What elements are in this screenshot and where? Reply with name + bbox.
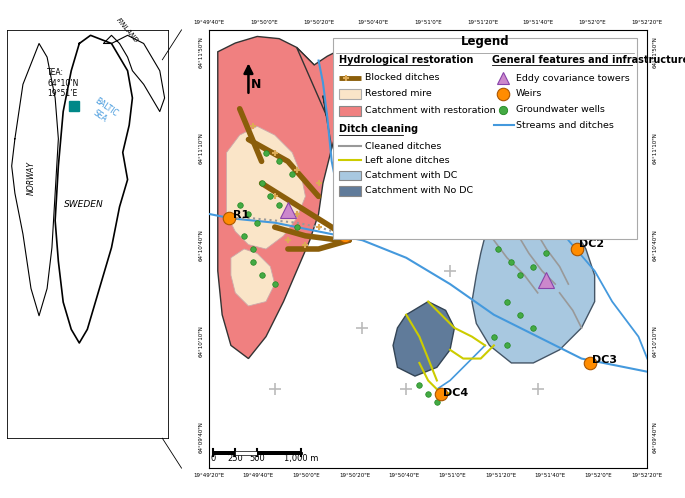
Bar: [339, 106, 361, 116]
Text: Catchment with DC: Catchment with DC: [366, 171, 458, 180]
Text: 19°51'20"E: 19°51'20"E: [467, 19, 499, 24]
Text: 19°49'20"E: 19°49'20"E: [193, 474, 225, 479]
Text: 19°50'20"E: 19°50'20"E: [340, 474, 371, 479]
Polygon shape: [55, 35, 132, 343]
Text: Streams and ditches: Streams and ditches: [516, 121, 614, 130]
Bar: [257, 451, 301, 455]
FancyBboxPatch shape: [333, 38, 637, 239]
Text: DC4: DC4: [443, 388, 469, 398]
Text: 19°50'0"E: 19°50'0"E: [292, 474, 320, 479]
Text: 19°51'0"E: 19°51'0"E: [438, 474, 466, 479]
Text: Hydrological restoration: Hydrological restoration: [339, 55, 473, 65]
Polygon shape: [393, 302, 454, 376]
Text: 19°52'20"E: 19°52'20"E: [632, 474, 663, 479]
Polygon shape: [297, 47, 353, 148]
Text: FINLAND: FINLAND: [116, 17, 140, 44]
Text: Restored mire: Restored mire: [366, 90, 432, 99]
Text: 1,000 m: 1,000 m: [284, 454, 319, 463]
Polygon shape: [227, 126, 306, 249]
Bar: [339, 90, 361, 99]
Text: 19°49'40"E: 19°49'40"E: [193, 19, 225, 24]
Text: DC1: DC1: [553, 204, 578, 214]
Text: 19°52'0"E: 19°52'0"E: [585, 474, 612, 479]
Text: Eddy covariance towers: Eddy covariance towers: [516, 74, 630, 83]
Text: 19°50'20"E: 19°50'20"E: [303, 19, 334, 24]
Bar: [339, 186, 361, 196]
Text: Ditch cleaning: Ditch cleaning: [339, 124, 419, 134]
Text: DC2: DC2: [580, 239, 604, 249]
Text: TEA:
64°10’N
19°51’E: TEA: 64°10’N 19°51’E: [47, 68, 79, 98]
Text: 64°11'10"N: 64°11'10"N: [199, 132, 203, 164]
Text: General features and infrastructure: General features and infrastructure: [492, 55, 685, 65]
Text: 64°11'50"N: 64°11'50"N: [199, 36, 203, 68]
Text: 64°11'50"N: 64°11'50"N: [653, 36, 658, 68]
Text: DC3: DC3: [593, 355, 617, 365]
Text: 19°51'40"E: 19°51'40"E: [534, 474, 565, 479]
Text: 19°51'40"E: 19°51'40"E: [522, 19, 553, 24]
Text: 0: 0: [211, 454, 216, 463]
Text: 64°10'40"N: 64°10'40"N: [199, 229, 203, 260]
Text: BALTIC
SEA: BALTIC SEA: [87, 97, 120, 127]
Text: NORWAY: NORWAY: [27, 161, 36, 195]
Text: Cleaned ditches: Cleaned ditches: [366, 141, 442, 150]
Text: Blocked ditches: Blocked ditches: [366, 73, 440, 82]
Polygon shape: [218, 36, 332, 359]
Text: 19°50'40"E: 19°50'40"E: [388, 474, 419, 479]
Text: 64°11'10"N: 64°11'10"N: [653, 132, 658, 164]
Polygon shape: [231, 249, 275, 306]
Text: 19°52'20"E: 19°52'20"E: [632, 19, 663, 24]
Text: 64°09'40"N: 64°09'40"N: [653, 421, 658, 453]
Text: 19°50'40"E: 19°50'40"E: [358, 19, 389, 24]
Text: 250: 250: [227, 454, 243, 463]
Text: Left alone ditches: Left alone ditches: [366, 156, 450, 165]
Text: 64°10'10"N: 64°10'10"N: [199, 325, 203, 357]
Text: 500: 500: [249, 454, 265, 463]
Text: 19°51'20"E: 19°51'20"E: [486, 474, 516, 479]
Bar: [339, 170, 361, 180]
Text: Catchment with No DC: Catchment with No DC: [366, 186, 473, 195]
Text: 19°50'0"E: 19°50'0"E: [250, 19, 277, 24]
Text: R2: R2: [349, 228, 366, 238]
Text: 64°09'40"N: 64°09'40"N: [199, 421, 203, 453]
Text: SWEDEN: SWEDEN: [64, 200, 104, 209]
Text: 19°49'40"E: 19°49'40"E: [242, 474, 273, 479]
Polygon shape: [472, 214, 595, 363]
Text: 64°10'40"N: 64°10'40"N: [653, 229, 658, 260]
Text: N: N: [251, 78, 261, 91]
Text: 19°51'0"E: 19°51'0"E: [414, 19, 442, 24]
Text: Legend: Legend: [461, 35, 510, 48]
Text: R1: R1: [233, 210, 249, 220]
Bar: [236, 451, 257, 455]
Text: 64°10'10"N: 64°10'10"N: [653, 325, 658, 357]
Text: 19°52'0"E: 19°52'0"E: [579, 19, 606, 24]
Text: Weirs: Weirs: [516, 90, 542, 99]
Text: Groundwater wells: Groundwater wells: [516, 105, 605, 114]
Text: Catchment with restoration: Catchment with restoration: [366, 106, 496, 115]
Bar: [214, 451, 236, 455]
